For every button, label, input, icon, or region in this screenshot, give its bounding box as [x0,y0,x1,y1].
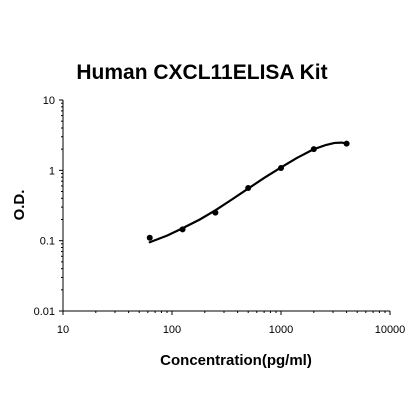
plot-area: 0.01 0.1 1 10 10 100 1000 10000 [34,95,406,336]
data-point [278,164,284,171]
data-point [310,146,317,153]
x-tick-label: 10 [57,324,69,336]
y-tick-label: 0.01 [34,306,55,318]
fit-curve [148,141,348,244]
x-tick-label: 100 [163,324,181,336]
data-point [146,234,153,241]
data-point [245,185,252,192]
data-point [179,226,186,233]
data-point [343,140,350,147]
y-tick-label: 1 [49,165,55,177]
data-point [212,209,219,216]
y-tick-label: 0.1 [40,236,55,248]
y-axis-label: O.D. [11,190,28,221]
chart-title: Human CXCL11ELISA Kit [76,61,327,84]
x-axis-label: Concentration(pg/ml) [160,352,312,369]
x-tick-label: 1000 [269,324,293,336]
x-tick-label: 10000 [375,324,406,336]
y-tick-label: 10 [43,95,55,107]
